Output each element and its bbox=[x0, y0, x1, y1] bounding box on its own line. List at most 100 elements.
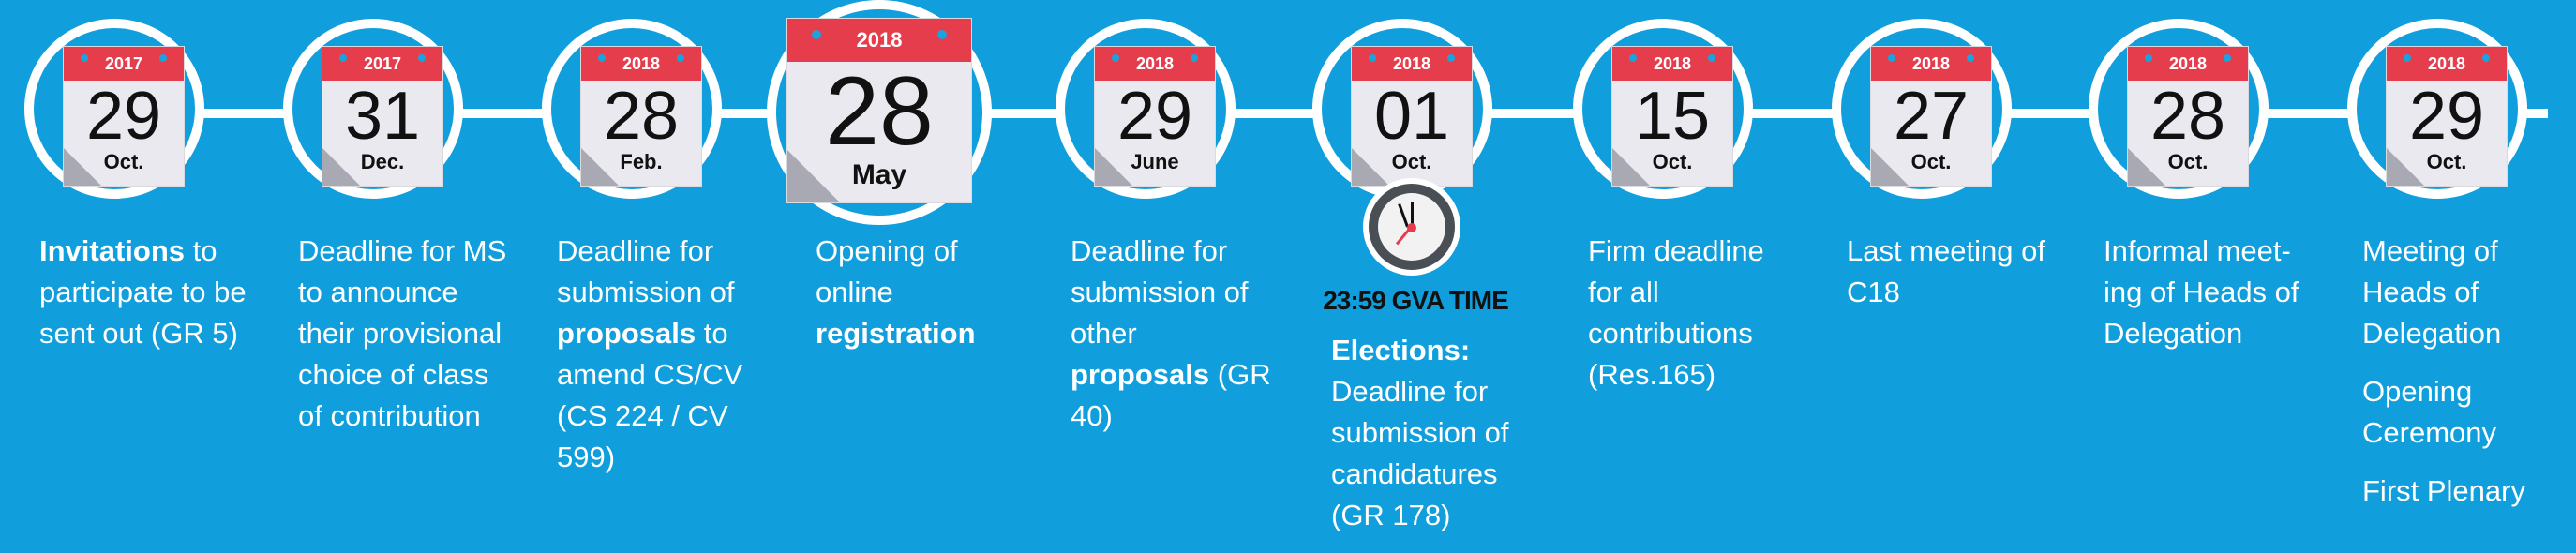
clock-dial bbox=[1378, 193, 1445, 261]
calendar-year: 2017 bbox=[64, 47, 184, 81]
milestone-circle: 2017 31 Dec. bbox=[283, 19, 463, 199]
milestone-circle: 2018 28 May bbox=[767, 0, 992, 225]
description-paragraph: Firm deadline for all contributions (Res… bbox=[1588, 231, 1799, 396]
milestone-description: Informal meet-ing of Heads of Delegation bbox=[2104, 231, 2314, 371]
calendar-month: Oct. bbox=[1910, 150, 1952, 173]
milestone-description: Opening of online registration bbox=[816, 231, 1026, 371]
description-bold-text: proposals bbox=[557, 317, 696, 350]
calendar-year: 2018 bbox=[1612, 47, 1732, 81]
calendar-year: 2018 bbox=[1352, 47, 1472, 81]
calendar-day: 29 bbox=[2408, 79, 2485, 154]
calendar-page-curl bbox=[1612, 148, 1650, 186]
calendar-icon: 2018 01 Oct. bbox=[1352, 47, 1472, 186]
calendar-ring bbox=[1369, 54, 1376, 62]
calendar-ring bbox=[1629, 54, 1637, 62]
calendar-page-curl bbox=[64, 148, 101, 186]
milestone-description: Deadline for submission of proposals to … bbox=[557, 231, 768, 495]
description-paragraph: Opening of online registration bbox=[816, 231, 1026, 354]
clock-minute-hand bbox=[1398, 203, 1409, 228]
calendar-ring bbox=[159, 54, 167, 62]
calendar-ring bbox=[598, 54, 606, 62]
description-text: Opening Ceremony bbox=[2362, 375, 2496, 449]
clock-icon bbox=[1363, 178, 1460, 276]
calendar-icon: 2017 29 Oct. bbox=[64, 47, 184, 186]
calendar-year: 2018 bbox=[581, 47, 701, 81]
calendar-month: Oct. bbox=[1652, 150, 1693, 173]
calendar-ring bbox=[1708, 54, 1715, 62]
calendar-month: Dec. bbox=[360, 150, 405, 173]
description-text: Deadline for submission of bbox=[557, 234, 735, 308]
calendar-icon: 2018 28 Oct. bbox=[2128, 47, 2248, 186]
milestone-description: Deadline for submission of other proposa… bbox=[1071, 231, 1281, 454]
milestone-circle: 2018 28 Oct. bbox=[2089, 19, 2269, 199]
calendar-page-curl bbox=[787, 150, 840, 202]
calendar-icon: 2018 29 June bbox=[1095, 47, 1215, 186]
description-bold-text: Elections: bbox=[1331, 334, 1471, 366]
calendar-icon: 2018 29 Oct. bbox=[2387, 47, 2507, 186]
milestone-description: Firm deadline for all contributions (Res… bbox=[1588, 231, 1799, 412]
description-text: Deadline for submission of candidatures … bbox=[1331, 375, 1509, 531]
description-paragraph: Meeting of Heads of Delegation bbox=[2362, 231, 2573, 354]
calendar-month: June bbox=[1131, 150, 1179, 173]
description-paragraph: Deadline for submission of other proposa… bbox=[1071, 231, 1281, 437]
calendar-page-curl bbox=[2128, 148, 2165, 186]
calendar-page-curl bbox=[1095, 148, 1132, 186]
calendar-page-curl bbox=[322, 148, 360, 186]
description-text: Informal meet-ing of Heads of Delegation bbox=[2104, 234, 2299, 350]
description-paragraph: Elections: Deadline for submission of ca… bbox=[1331, 330, 1542, 536]
calendar-page-curl bbox=[1871, 148, 1909, 186]
calendar-day: 28 bbox=[603, 79, 680, 154]
calendar-ring bbox=[1112, 54, 1119, 62]
description-paragraph: Last meeting of C18 bbox=[1847, 231, 2058, 313]
calendar-ring bbox=[677, 54, 684, 62]
calendar-ring bbox=[1191, 54, 1198, 62]
milestone-circle: 2017 29 Oct. bbox=[24, 19, 204, 199]
description-text: Deadline for submission of other bbox=[1071, 234, 1249, 350]
calendar-day: 27 bbox=[1893, 79, 1969, 154]
milestone-circle: 2018 29 June bbox=[1056, 19, 1236, 199]
calendar-month: Oct. bbox=[1391, 150, 1432, 173]
clock-face bbox=[1369, 184, 1455, 270]
calendar-month: Oct. bbox=[2426, 150, 2467, 173]
calendar-icon: 2018 27 Oct. bbox=[1871, 47, 1991, 186]
calendar-year: 2018 bbox=[787, 19, 971, 62]
calendar-day: 31 bbox=[344, 79, 421, 154]
calendar-month: Feb. bbox=[620, 150, 663, 173]
calendar-month: May bbox=[851, 159, 907, 190]
calendar-icon: 2018 28 Feb. bbox=[581, 47, 701, 186]
calendar-day: 29 bbox=[1116, 79, 1193, 154]
description-bold-text: Invitations bbox=[39, 234, 186, 267]
calendar-year: 2018 bbox=[2387, 47, 2507, 81]
description-text: First Plenary bbox=[2362, 474, 2525, 507]
calendar-ring bbox=[81, 54, 88, 62]
calendar-day: 28 bbox=[825, 57, 934, 166]
calendar-ring bbox=[2224, 54, 2231, 62]
calendar-year: 2017 bbox=[322, 47, 442, 81]
description-paragraph: Opening Ceremony bbox=[2362, 371, 2573, 454]
calendar-day: 01 bbox=[1373, 79, 1450, 154]
description-text: Deadline for MS to announce their provis… bbox=[298, 234, 507, 432]
description-paragraph: Invitations to participate to be sent ou… bbox=[39, 231, 250, 354]
description-text: Opening of online bbox=[816, 234, 958, 308]
milestone-circle: 2018 27 Oct. bbox=[1832, 19, 2012, 199]
calendar-year: 2018 bbox=[1095, 47, 1215, 81]
clock-hour-hand bbox=[1411, 202, 1414, 227]
description-paragraph: Informal meet-ing of Heads of Delegation bbox=[2104, 231, 2314, 354]
clock-center-dot bbox=[1407, 223, 1416, 232]
description-text: Meeting of Heads of Delegation bbox=[2362, 234, 2502, 350]
calendar-ring bbox=[1447, 54, 1455, 62]
calendar-ring bbox=[937, 30, 947, 39]
milestone-description: Elections: Deadline for submission of ca… bbox=[1331, 330, 1542, 553]
description-bold-text: registration bbox=[816, 317, 976, 350]
description-paragraph: Deadline for MS to announce their provis… bbox=[298, 231, 509, 437]
description-paragraph: First Plenary bbox=[2362, 471, 2573, 512]
milestone-circle: 2018 15 Oct. bbox=[1573, 19, 1753, 199]
milestone-circle: 2018 29 Oct. bbox=[2347, 19, 2527, 199]
description-text: Last meeting of C18 bbox=[1847, 234, 2045, 308]
milestone-description: Last meeting of C18 bbox=[1847, 231, 2058, 330]
calendar-icon: 2017 31 Dec. bbox=[322, 47, 442, 186]
calendar-day: 28 bbox=[2149, 79, 2226, 154]
timeline-line bbox=[28, 109, 2548, 118]
description-text: (GR 40) bbox=[1071, 358, 1271, 432]
calendar-ring bbox=[1888, 54, 1895, 62]
